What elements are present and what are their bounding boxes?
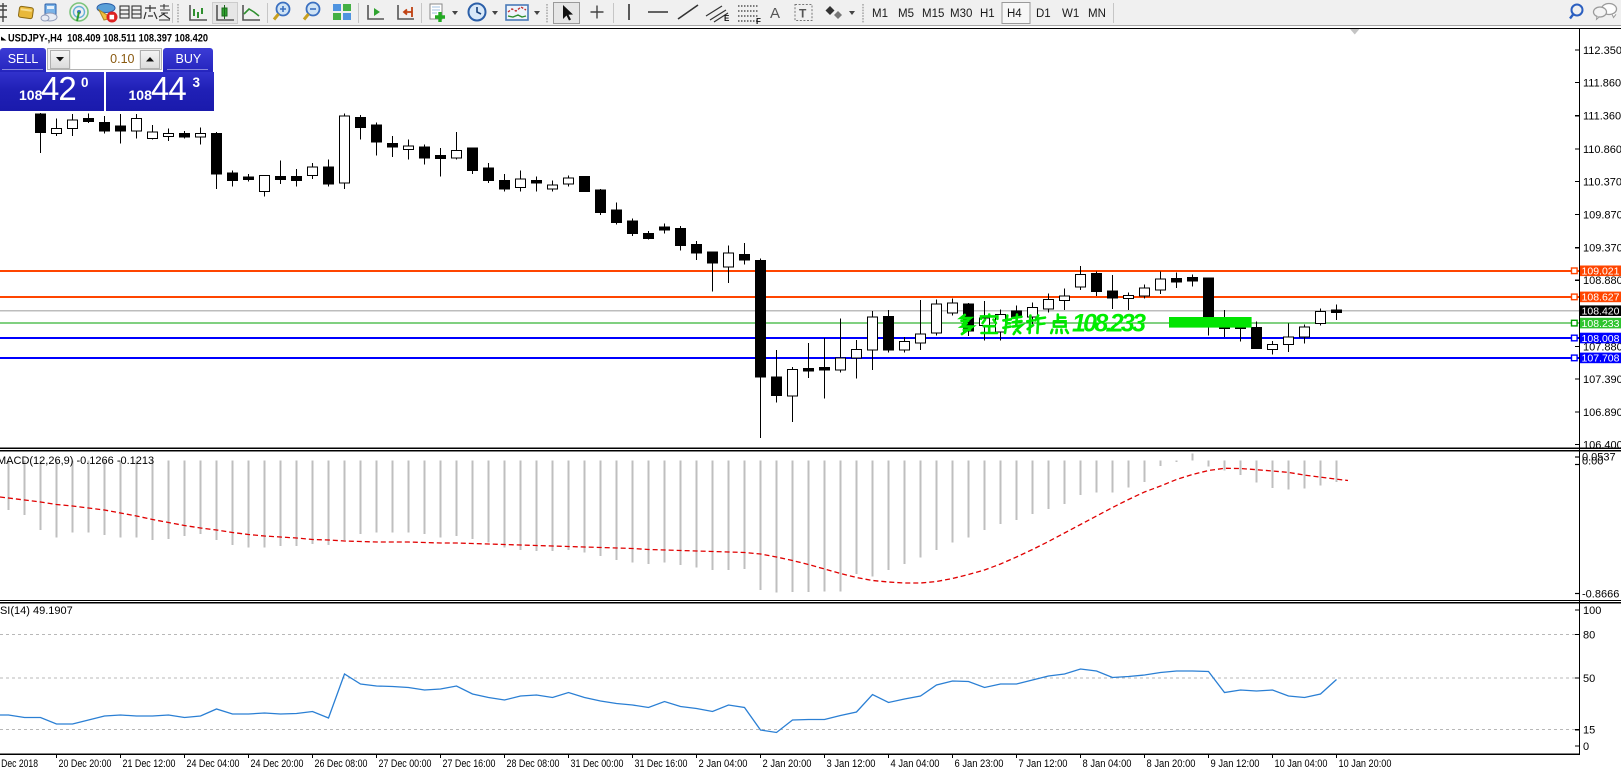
svg-text:E: E <box>724 14 730 23</box>
svg-text:MACD(12,26,9) -0.1266 -0.1213: MACD(12,26,9) -0.1266 -0.1213 <box>0 455 154 467</box>
svg-text:10 Jan 04:00: 10 Jan 04:00 <box>1275 758 1328 770</box>
svg-text:27 Dec 00:00: 27 Dec 00:00 <box>379 758 432 770</box>
svg-text:7 Jan 12:00: 7 Jan 12:00 <box>1019 758 1068 770</box>
svg-text:100: 100 <box>1583 605 1601 617</box>
svg-text:112.350: 112.350 <box>1583 45 1621 57</box>
svg-text:108.233: 108.233 <box>1072 310 1146 338</box>
svg-text:28 Dec 08:00: 28 Dec 08:00 <box>507 758 560 770</box>
svg-text:F: F <box>756 17 761 26</box>
svg-text:24 Dec 04:00: 24 Dec 04:00 <box>187 758 240 770</box>
svg-text:9 Dec 2018: 9 Dec 2018 <box>0 758 38 770</box>
svg-text:10 Jan 20:00: 10 Jan 20:00 <box>1339 758 1392 770</box>
svg-text:80: 80 <box>1583 629 1595 641</box>
svg-text:107.390: 107.390 <box>1583 374 1621 386</box>
svg-text:50: 50 <box>1583 673 1595 685</box>
svg-text:2 Jan 04:00: 2 Jan 04:00 <box>699 758 748 770</box>
svg-text:109.870: 109.870 <box>1583 210 1621 222</box>
svg-text:T: T <box>799 7 807 21</box>
svg-text:6 Jan 23:00: 6 Jan 23:00 <box>955 758 1004 770</box>
svg-text:H1: H1 <box>980 8 995 20</box>
svg-text:D1: D1 <box>1036 8 1051 20</box>
svg-text:9 Jan 12:00: 9 Jan 12:00 <box>1211 758 1260 770</box>
svg-text:31 Dec 00:00: 31 Dec 00:00 <box>571 758 624 770</box>
svg-text:8 Jan 04:00: 8 Jan 04:00 <box>1083 758 1132 770</box>
svg-text:0.00: 0.00 <box>1582 456 1603 468</box>
svg-text:106.400: 106.400 <box>1583 440 1621 452</box>
svg-text:108.233: 108.233 <box>1582 318 1620 330</box>
svg-text:109.021: 109.021 <box>1582 266 1620 278</box>
svg-text:108.880: 108.880 <box>1583 275 1621 287</box>
svg-text:108.627: 108.627 <box>1582 292 1620 304</box>
svg-text:MN: MN <box>1088 8 1106 20</box>
svg-text:110.370: 110.370 <box>1583 176 1621 188</box>
svg-text:108.420: 108.420 <box>1582 306 1620 318</box>
svg-text:M15: M15 <box>922 8 944 20</box>
svg-text:M30: M30 <box>950 8 972 20</box>
svg-text:4 Jan 04:00: 4 Jan 04:00 <box>891 758 940 770</box>
svg-text:15: 15 <box>1583 725 1595 737</box>
svg-text:M1: M1 <box>872 8 888 20</box>
svg-text:M5: M5 <box>898 8 914 20</box>
svg-text:111.860: 111.860 <box>1583 78 1621 90</box>
svg-text:110.860: 110.860 <box>1583 144 1621 156</box>
svg-text:20 Dec 20:00: 20 Dec 20:00 <box>59 758 112 770</box>
svg-text:106.890: 106.890 <box>1583 407 1621 419</box>
svg-text:111.360: 111.360 <box>1583 111 1621 123</box>
svg-text:21 Dec 12:00: 21 Dec 12:00 <box>123 758 176 770</box>
svg-text:0: 0 <box>1583 741 1589 753</box>
svg-text:USDJPY-,H4 108.409 108.511 10: USDJPY-,H4 108.409 108.511 108.397 108.4… <box>8 32 208 44</box>
svg-text:107.708: 107.708 <box>1582 353 1620 365</box>
svg-text:-0.8666: -0.8666 <box>1582 589 1619 601</box>
svg-text:3 Jan 12:00: 3 Jan 12:00 <box>827 758 876 770</box>
svg-text:0.0537: 0.0537 <box>1582 452 1616 464</box>
svg-text:RSI(14) 49.1907: RSI(14) 49.1907 <box>0 605 73 617</box>
svg-text:24 Dec 20:00: 24 Dec 20:00 <box>251 758 304 770</box>
svg-text:26 Dec 08:00: 26 Dec 08:00 <box>315 758 368 770</box>
svg-text:31 Dec 16:00: 31 Dec 16:00 <box>635 758 688 770</box>
svg-text:H4: H4 <box>1007 8 1022 20</box>
svg-text:109.370: 109.370 <box>1583 243 1621 255</box>
svg-text:108.008: 108.008 <box>1582 333 1620 345</box>
svg-text:2 Jan 20:00: 2 Jan 20:00 <box>763 758 812 770</box>
svg-text:A: A <box>770 5 780 22</box>
svg-text:107.880: 107.880 <box>1583 342 1621 354</box>
svg-text:8 Jan 20:00: 8 Jan 20:00 <box>1147 758 1196 770</box>
svg-text:W1: W1 <box>1062 8 1079 20</box>
svg-text:27 Dec 16:00: 27 Dec 16:00 <box>443 758 496 770</box>
